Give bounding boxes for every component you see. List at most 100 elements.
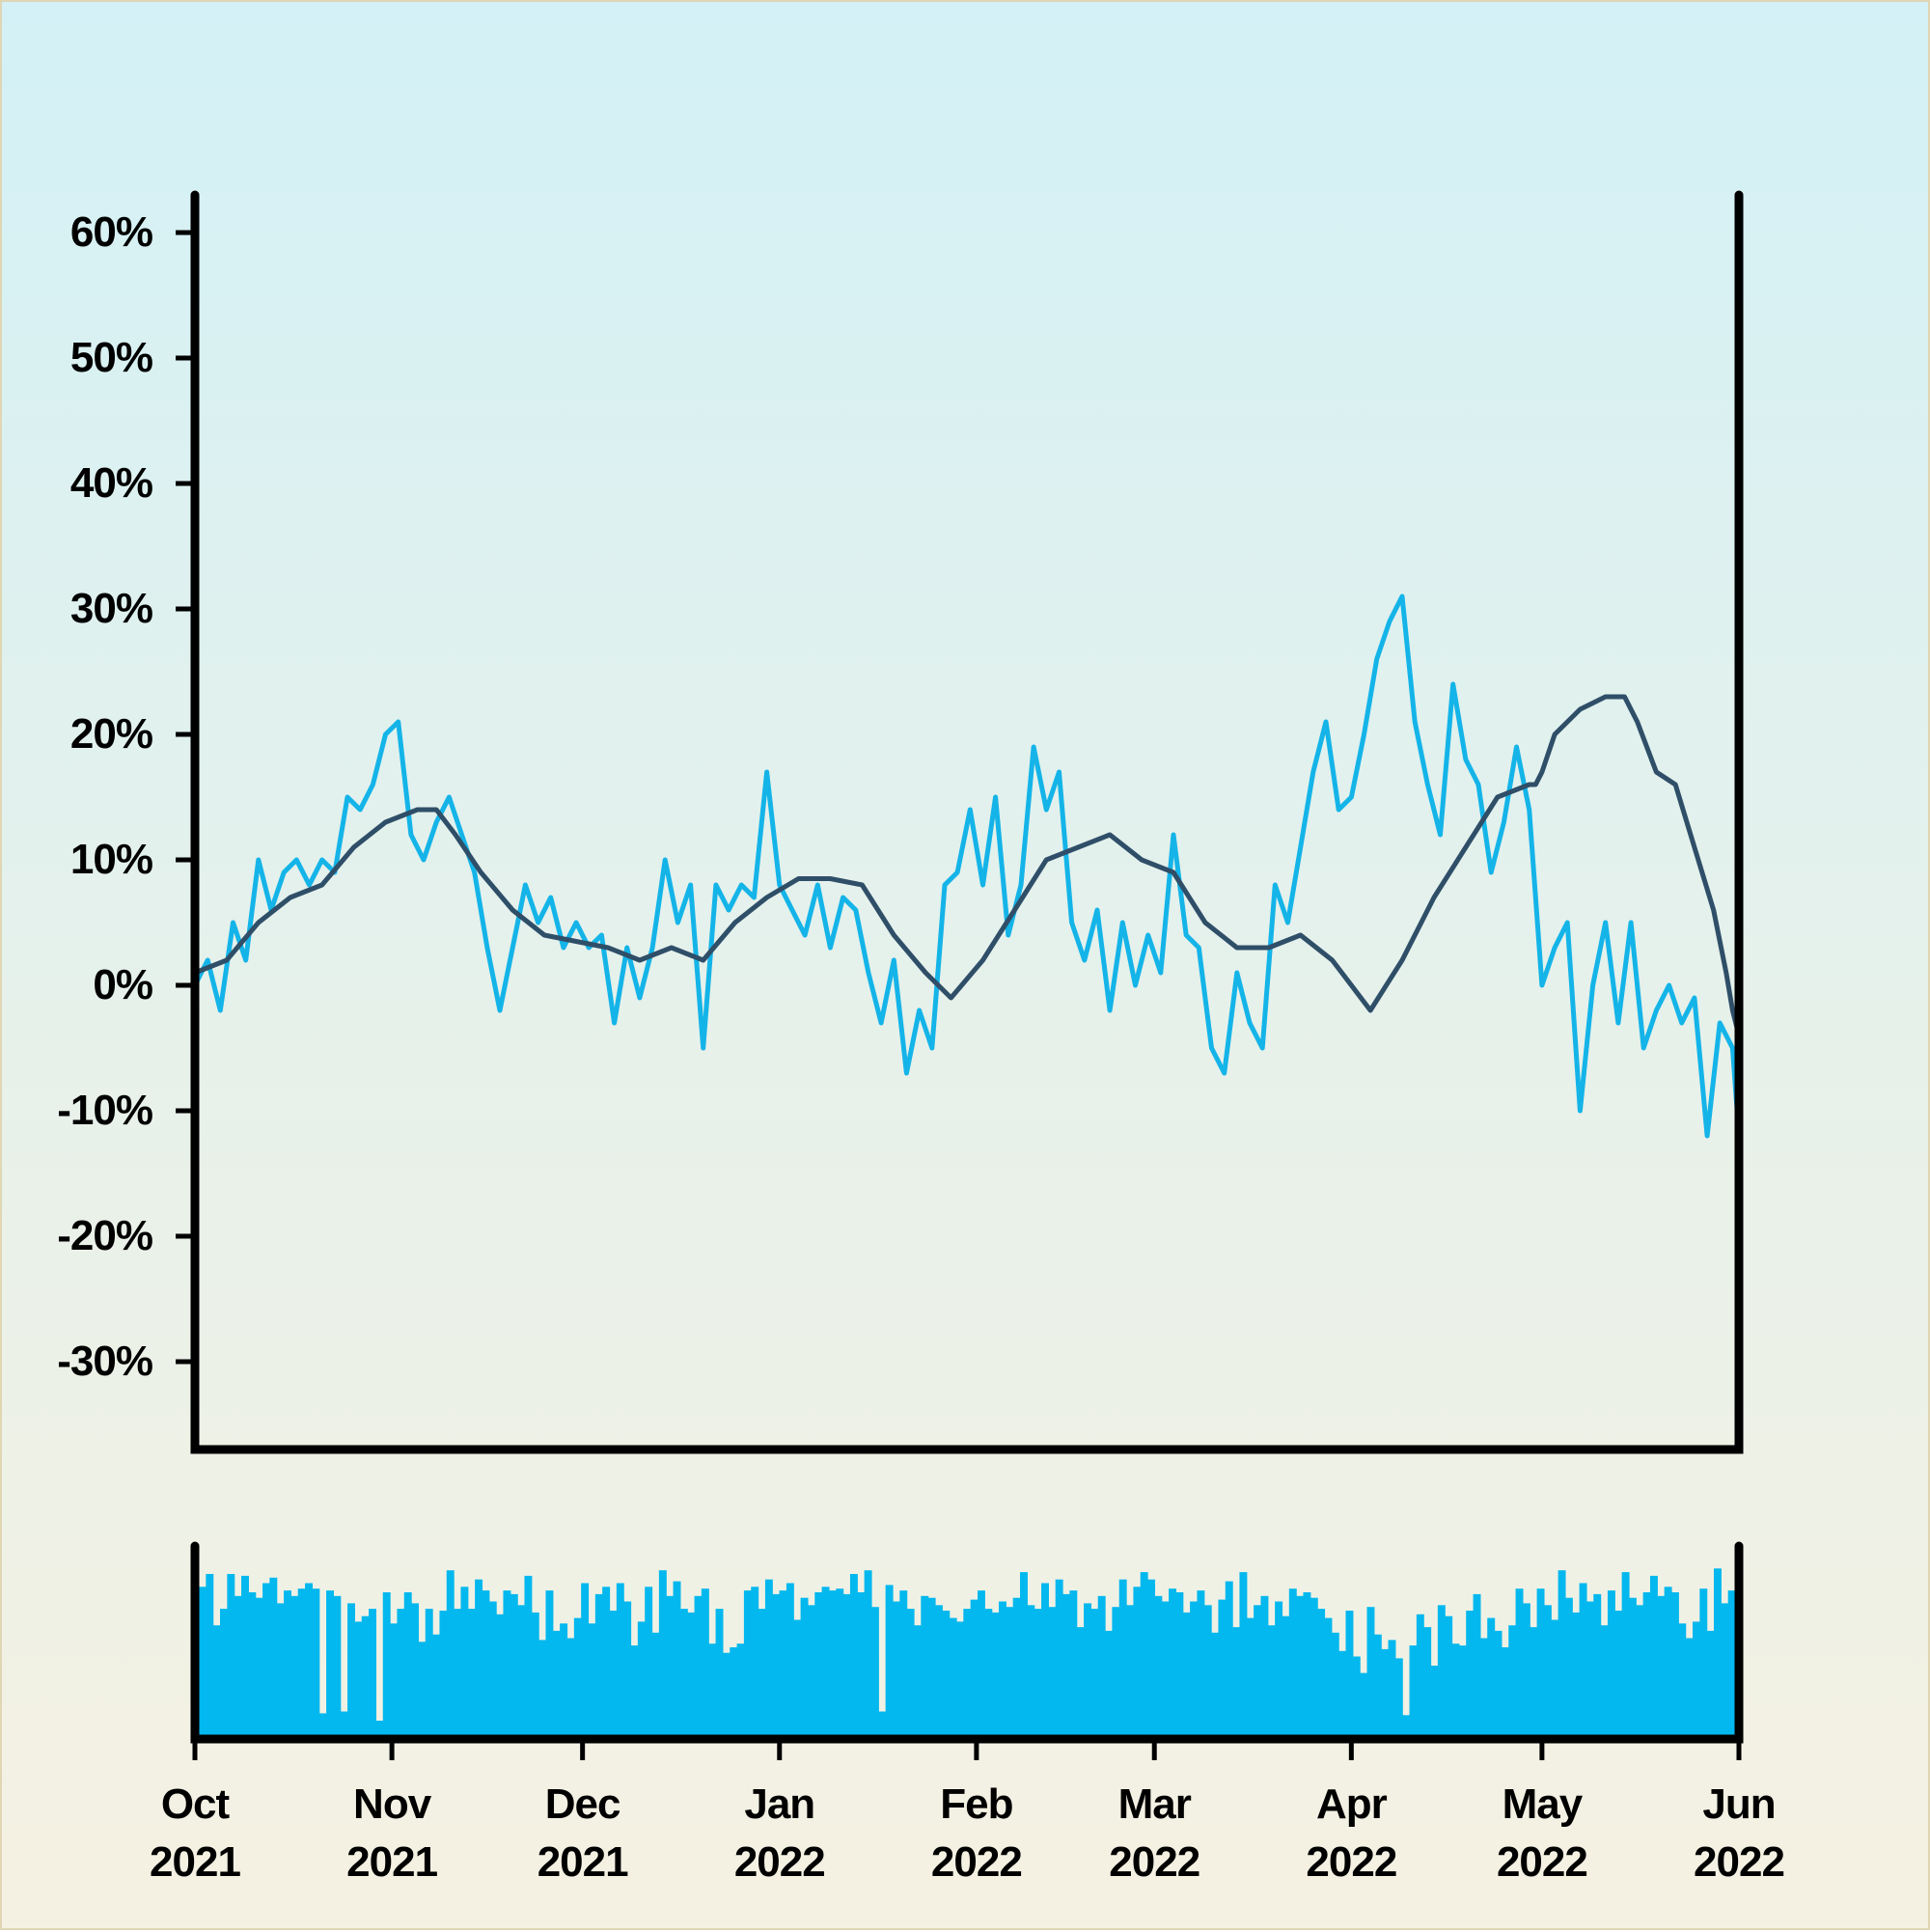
volume-bar [1147, 1579, 1156, 1739]
volume-bar [1034, 1609, 1042, 1739]
volume-bar [460, 1587, 469, 1739]
volume-bar [679, 1609, 688, 1739]
volume-bar [1607, 1590, 1615, 1739]
volume-bar [1267, 1625, 1276, 1739]
volume-bar [305, 1583, 313, 1739]
volume-bar [934, 1605, 943, 1739]
volume-bar [602, 1587, 611, 1739]
volume-bar [1203, 1605, 1212, 1739]
volume-bar [1494, 1630, 1503, 1739]
volume-bar [807, 1605, 815, 1739]
volume-bar [284, 1590, 291, 1739]
volume-bar [1479, 1638, 1488, 1739]
volume-bar [970, 1599, 979, 1739]
volume-bar [1126, 1605, 1135, 1739]
volume-bar [786, 1583, 794, 1739]
volume-bar [1692, 1621, 1700, 1739]
volume-bar [1118, 1579, 1127, 1739]
volume-bar [793, 1619, 802, 1739]
volume-bar [418, 1642, 427, 1739]
volume-bar [658, 1570, 667, 1739]
volume-bar [206, 1574, 214, 1739]
volume-bar [1076, 1627, 1085, 1739]
volume-bar [857, 1592, 866, 1739]
volume-bar [1310, 1597, 1318, 1739]
volume-bar [397, 1609, 405, 1739]
volume-bar [673, 1581, 681, 1739]
volume-bar [1048, 1607, 1057, 1739]
volume-bar [1062, 1593, 1070, 1739]
volume-bar [517, 1605, 526, 1739]
volume-bar [1593, 1593, 1602, 1739]
volume-bar [588, 1623, 596, 1739]
volume-bar [892, 1601, 900, 1739]
x-tick-year: 2022 [1694, 1838, 1784, 1886]
volume-bar [991, 1612, 1000, 1739]
volume-bars [199, 1568, 1736, 1739]
volume-bar [1006, 1607, 1014, 1739]
volume-bar [425, 1609, 433, 1739]
volume-bar [878, 1711, 887, 1739]
series-line-moving-average [192, 694, 1742, 1038]
volume-bar [248, 1592, 257, 1739]
volume-bar [411, 1603, 420, 1739]
volume-bar [1345, 1611, 1354, 1739]
volume-bar [290, 1595, 299, 1739]
y-tick-label: 30% [70, 585, 152, 632]
volume-bar [687, 1612, 696, 1739]
volume-bar [439, 1611, 448, 1739]
volume-bar [637, 1621, 646, 1739]
volume-bar [1501, 1647, 1509, 1739]
x-tick-month: Jan [744, 1780, 814, 1828]
y-tick-label: 20% [70, 710, 152, 758]
volume-bar [269, 1577, 278, 1739]
volume-bar [227, 1574, 235, 1739]
x-tick-year: 2022 [931, 1838, 1022, 1886]
volume-bar [701, 1588, 709, 1739]
volume-bar [1133, 1587, 1142, 1739]
volume-bar [369, 1609, 377, 1739]
x-tick-year: 2022 [1497, 1838, 1587, 1886]
volume-bar [361, 1615, 370, 1739]
volume-bar [645, 1587, 653, 1739]
series-line-daily [192, 593, 1742, 1139]
volume-bar [1084, 1603, 1091, 1739]
volume-bar [297, 1588, 306, 1739]
series-lines [192, 593, 1742, 1139]
x-tick-month: Jun [1702, 1780, 1775, 1828]
volume-bar [1373, 1634, 1382, 1739]
volume-bar [1551, 1619, 1559, 1739]
volume-bar [262, 1583, 270, 1739]
volume-bar [475, 1579, 483, 1739]
volume-bar [821, 1587, 830, 1739]
x-tick-month: Oct [161, 1780, 231, 1828]
volume-bar [814, 1592, 823, 1739]
volume-bar [849, 1574, 858, 1739]
volume-bar [1670, 1592, 1679, 1739]
x-tick-year: 2021 [346, 1838, 437, 1886]
volume-bar [1402, 1715, 1411, 1739]
volume-bar [552, 1630, 561, 1739]
volume-bar [1020, 1572, 1028, 1739]
volume-bar [1388, 1640, 1396, 1739]
volume-bar [340, 1711, 348, 1739]
volume-bar [870, 1607, 879, 1739]
volume-bar [1303, 1592, 1311, 1739]
y-tick-label: -10% [57, 1087, 152, 1134]
volume-bar [496, 1614, 505, 1739]
volume-bar [1090, 1609, 1099, 1739]
x-tick-year: 2022 [734, 1838, 825, 1886]
volume-bar [630, 1645, 639, 1739]
volume-bar [1685, 1638, 1694, 1739]
volume-bar [984, 1609, 993, 1739]
volume-bar [1585, 1601, 1594, 1739]
volume-bar [743, 1590, 752, 1739]
volume-bar [234, 1595, 242, 1739]
volume-bar [432, 1634, 441, 1739]
volume-bar [1621, 1572, 1630, 1739]
volume-bar [1182, 1612, 1191, 1739]
volume-bar [1211, 1632, 1220, 1739]
volume-bar [276, 1603, 285, 1739]
volume-bar [1324, 1617, 1333, 1739]
volume-bar [1664, 1587, 1672, 1739]
